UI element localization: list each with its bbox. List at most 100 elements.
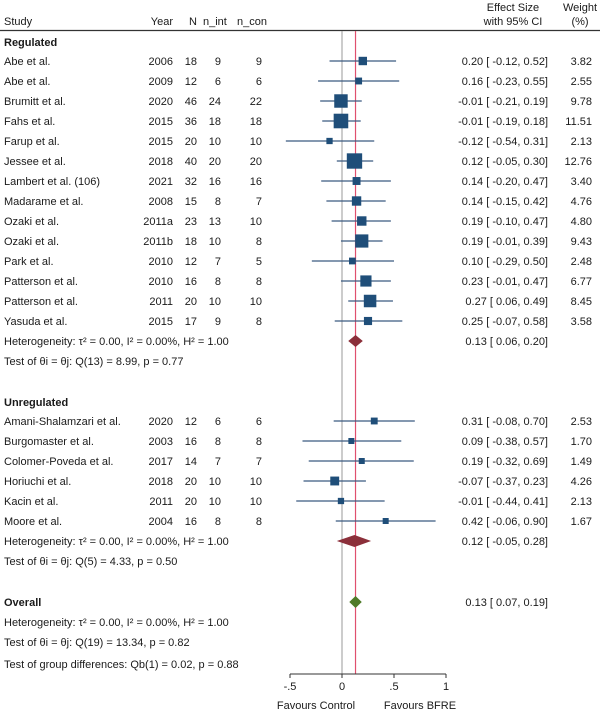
study-n-int: 6 bbox=[215, 416, 221, 428]
weight-text: 8.45 bbox=[571, 296, 592, 308]
weight-text: 12.76 bbox=[564, 156, 592, 168]
study-n-int: 24 bbox=[209, 96, 221, 108]
effect-marker bbox=[355, 77, 363, 85]
study-name: Ozaki et al. bbox=[4, 216, 59, 228]
study-year: 2011 bbox=[149, 496, 173, 508]
study-n: 23 bbox=[185, 216, 197, 228]
study-n-int: 10 bbox=[209, 476, 221, 488]
study-n-int: 7 bbox=[215, 256, 221, 268]
effect-ci-text: -0.01 [ -0.19, 0.18] bbox=[458, 116, 548, 128]
weight-text: 4.26 bbox=[571, 476, 592, 488]
study-n: 16 bbox=[185, 516, 197, 528]
study-year: 2003 bbox=[149, 436, 173, 448]
study-year: 2011 bbox=[149, 296, 173, 308]
study-n-con: 6 bbox=[256, 416, 262, 428]
effect-marker bbox=[330, 476, 340, 486]
effect-ci-text: -0.07 [ -0.37, 0.23] bbox=[458, 476, 548, 488]
heterogeneity-text: Heterogeneity: τ² = 0.00, I² = 0.00%, H²… bbox=[4, 536, 229, 548]
effect-marker bbox=[358, 458, 365, 464]
overall-label: Overall bbox=[4, 597, 41, 609]
effect-marker bbox=[358, 56, 368, 66]
study-n: 40 bbox=[185, 156, 197, 168]
study-name: Yasuda et al. bbox=[4, 316, 67, 328]
weight-text: 2.13 bbox=[571, 496, 592, 508]
weight-text: 3.58 bbox=[571, 316, 592, 328]
study-year: 2011b bbox=[143, 236, 173, 248]
header-n-con: n_con bbox=[237, 16, 267, 28]
study-year: 2010 bbox=[149, 256, 173, 268]
study-row: Farup et al. 2015 20 10 10 -0.12 [ -0.54, 0.3… bbox=[4, 136, 592, 148]
study-n: 20 bbox=[185, 476, 197, 488]
study-n-con: 10 bbox=[250, 476, 262, 488]
study-n-int: 8 bbox=[215, 276, 221, 288]
study-n-con: 8 bbox=[256, 516, 262, 528]
heterogeneity-text: Heterogeneity: τ² = 0.00, I² = 0.00%, H²… bbox=[4, 336, 229, 348]
study-n-int: 7 bbox=[215, 456, 221, 468]
study-n: 20 bbox=[185, 136, 197, 148]
study-n-con: 22 bbox=[250, 96, 262, 108]
study-year: 2015 bbox=[149, 316, 173, 328]
study-name: Ozaki et al. bbox=[4, 236, 59, 248]
study-name: Burgomaster et al. bbox=[4, 436, 94, 448]
effect-marker bbox=[360, 275, 372, 287]
study-row: Abe et al. 2006 18 9 9 0.20 [ -0.12, 0.52] 3.8… bbox=[4, 56, 592, 68]
header-weight-pct: (%) bbox=[571, 16, 588, 28]
study-name: Abe et al. bbox=[4, 56, 50, 68]
study-name: Jessee et al. bbox=[4, 156, 66, 168]
effect-marker bbox=[363, 316, 373, 326]
study-row: Yasuda et al. 2015 17 9 8 0.25 [ -0.07, 0.58]… bbox=[4, 316, 592, 328]
study-row: Madarame et al. 2008 15 8 7 0.14 [ -0.15, 0.4… bbox=[4, 196, 592, 208]
weight-text: 2.55 bbox=[571, 76, 592, 88]
study-row: Horiuchi et al. 2018 20 10 10 -0.07 [ -0.37, … bbox=[4, 476, 592, 488]
overall-diamond bbox=[349, 596, 362, 608]
subgroup-diamond bbox=[336, 535, 372, 547]
study-row: Kacin et al. 2011 20 10 10 -0.01 [ -0.44, 0.4… bbox=[4, 496, 592, 508]
homogeneity-test-text: Test of θi = θj: Q(13) = 8.99, p = 0.77 bbox=[4, 356, 183, 368]
effect-marker bbox=[363, 294, 377, 308]
study-n-int: 16 bbox=[209, 176, 221, 188]
study-n-int: 20 bbox=[209, 156, 221, 168]
study-name: Kacin et al. bbox=[4, 496, 58, 508]
study-year: 2018 bbox=[149, 156, 173, 168]
study-row: Ozaki et al. 2011a 23 13 10 0.19 [ -0.10, 0.4… bbox=[4, 216, 592, 228]
favours-bfre-label: Favours BFRE bbox=[384, 700, 456, 712]
study-n: 12 bbox=[185, 256, 197, 268]
effect-ci-text: -0.01 [ -0.44, 0.41] bbox=[458, 496, 548, 508]
study-name: Patterson et al. bbox=[4, 296, 78, 308]
study-year: 2010 bbox=[149, 276, 173, 288]
study-n: 15 bbox=[185, 196, 197, 208]
x-tick-label: 1 bbox=[443, 681, 449, 693]
study-row: Ozaki et al. 2011b 18 10 8 0.19 [ -0.01, 0.39… bbox=[4, 234, 592, 248]
favours-control-label: Favours Control bbox=[277, 700, 355, 712]
group-difference-test-text: Test of group differences: Qb(1) = 0.02,… bbox=[4, 659, 239, 671]
effect-ci-text: 0.12 [ -0.05, 0.30] bbox=[462, 156, 548, 168]
study-n: 46 bbox=[185, 96, 197, 108]
study-n: 16 bbox=[185, 276, 197, 288]
homogeneity-test-text: Test of θi = θj: Q(5) = 4.33, p = 0.50 bbox=[4, 556, 177, 568]
effect-marker bbox=[348, 438, 355, 444]
effect-marker bbox=[370, 417, 378, 425]
study-year: 2006 bbox=[149, 56, 173, 68]
study-n-int: 10 bbox=[209, 136, 221, 148]
effect-marker bbox=[351, 196, 362, 206]
effect-ci-text: 0.19 [ -0.01, 0.39] bbox=[462, 236, 548, 248]
weight-text: 3.40 bbox=[571, 176, 592, 188]
effect-ci-text: 0.25 [ -0.07, 0.58] bbox=[462, 316, 548, 328]
study-n-con: 8 bbox=[256, 316, 262, 328]
study-year: 2008 bbox=[149, 196, 173, 208]
study-n-int: 8 bbox=[215, 516, 221, 528]
study-n-int: 10 bbox=[209, 296, 221, 308]
weight-text: 4.76 bbox=[571, 196, 592, 208]
study-name: Moore et al. bbox=[4, 516, 62, 528]
study-n: 36 bbox=[185, 116, 197, 128]
study-n-con: 8 bbox=[256, 276, 262, 288]
study-n-int: 10 bbox=[209, 496, 221, 508]
effect-ci-text: 0.14 [ -0.15, 0.42] bbox=[462, 196, 548, 208]
effect-marker bbox=[337, 497, 345, 505]
study-name: Park et al. bbox=[4, 256, 54, 268]
study-n: 16 bbox=[185, 436, 197, 448]
effect-marker bbox=[352, 177, 361, 185]
study-n: 12 bbox=[185, 416, 197, 428]
study-n-con: 7 bbox=[256, 196, 262, 208]
